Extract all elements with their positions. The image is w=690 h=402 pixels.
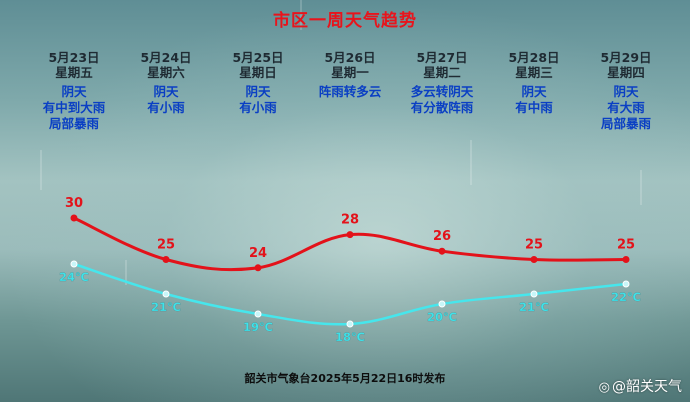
high-temp-label: 25 bbox=[525, 238, 543, 253]
rain-streak bbox=[125, 260, 127, 285]
day-weather: 阴天 有小雨 bbox=[120, 84, 212, 116]
day-weekday: 星期日 bbox=[239, 65, 277, 80]
day-date: 5月23日 bbox=[48, 50, 100, 65]
low-temp-label: 21℃ bbox=[519, 300, 549, 314]
day-column: 5月26日 星期一阵雨转多云 bbox=[304, 50, 396, 100]
high-temp-point bbox=[530, 256, 538, 263]
day-date: 5月24日 bbox=[140, 50, 192, 65]
day-weather: 阴天 有大雨 局部暴雨 bbox=[580, 84, 672, 132]
weather-line: 阴天 bbox=[245, 84, 271, 99]
weather-line: 阴天 bbox=[521, 84, 547, 99]
low-temp-label: 18℃ bbox=[335, 330, 365, 344]
issuer-footer: 韶关市气象台2025年5月22日16时发布 bbox=[244, 372, 446, 385]
day-date: 5月28日 bbox=[508, 50, 560, 65]
high-temp-point bbox=[438, 247, 446, 255]
low-temp-label: 19℃ bbox=[243, 320, 273, 334]
day-weather: 阵雨转多云 bbox=[304, 84, 396, 100]
weibo-icon: ◎ bbox=[598, 380, 610, 395]
weather-line: 阴天 bbox=[61, 84, 87, 99]
low-temp-label: 24℃ bbox=[59, 270, 89, 284]
high-temp-point bbox=[70, 214, 78, 222]
weather-line: 有小雨 bbox=[147, 100, 185, 115]
day-column: 5月27日 星期二多云转阴天 有分散阵雨 bbox=[396, 50, 488, 116]
weather-line: 局部暴雨 bbox=[600, 116, 651, 131]
high-temp-label: 25 bbox=[157, 238, 175, 253]
day-weather: 阴天 有中到大雨 局部暴雨 bbox=[28, 84, 120, 132]
day-date: 5月26日 bbox=[324, 50, 376, 65]
weather-line: 局部暴雨 bbox=[48, 116, 99, 131]
low-temp-point bbox=[346, 320, 354, 328]
low-temp-point bbox=[622, 280, 630, 288]
high-temp-point bbox=[622, 256, 630, 263]
weather-line: 阵雨转多云 bbox=[318, 84, 382, 99]
weather-line: 多云转阴天 bbox=[410, 84, 474, 99]
low-temp-label: 22℃ bbox=[611, 290, 641, 304]
high-temp-label: 26 bbox=[433, 229, 451, 244]
rain-streak bbox=[640, 170, 642, 205]
weibo-watermark: ◎ @韶关天气 bbox=[599, 376, 682, 396]
day-weekday: 星期三 bbox=[515, 65, 553, 80]
day-date: 5月25日 bbox=[232, 50, 284, 65]
day-column: 5月29日 星期四阴天 有大雨 局部暴雨 bbox=[580, 50, 672, 132]
rain-streak bbox=[40, 150, 42, 190]
low-temp-point bbox=[162, 290, 170, 298]
weibo-account: @韶关天气 bbox=[612, 379, 682, 395]
low-temp-label: 21℃ bbox=[151, 300, 181, 314]
weather-line: 阴天 bbox=[153, 84, 179, 99]
weather-line: 有大雨 bbox=[607, 100, 645, 115]
weather-line: 阴天 bbox=[613, 84, 639, 99]
day-column: 5月24日 星期六阴天 有小雨 bbox=[120, 50, 212, 116]
weather-line: 有小雨 bbox=[239, 100, 277, 115]
high-temp-label: 24 bbox=[249, 246, 267, 261]
day-weather: 阴天 有中雨 bbox=[488, 84, 580, 116]
high-temp-label: 25 bbox=[617, 238, 635, 253]
weather-line: 有分散阵雨 bbox=[410, 100, 474, 115]
day-date: 5月27日 bbox=[416, 50, 468, 65]
low-temp-point bbox=[438, 300, 446, 308]
low-temp-point bbox=[530, 290, 538, 298]
page-title: 市区一周天气趋势 bbox=[273, 11, 417, 31]
day-column: 5月28日 星期三阴天 有中雨 bbox=[488, 50, 580, 116]
weather-line: 有中雨 bbox=[515, 100, 553, 115]
high-temp-label: 28 bbox=[341, 213, 359, 228]
rain-streak bbox=[300, 0, 302, 30]
high-temp-label: 30 bbox=[65, 196, 83, 211]
low-temp-line bbox=[73, 262, 627, 326]
low-temp-point bbox=[254, 310, 262, 318]
high-temp-point bbox=[254, 264, 262, 272]
day-weekday: 星期一 bbox=[331, 65, 369, 80]
day-weekday: 星期六 bbox=[147, 65, 185, 80]
day-weekday: 星期四 bbox=[607, 65, 645, 80]
day-weekday: 星期五 bbox=[55, 65, 93, 80]
day-weather: 阴天 有小雨 bbox=[212, 84, 304, 116]
low-temp-label: 20℃ bbox=[427, 310, 457, 324]
day-weekday: 星期二 bbox=[423, 65, 461, 80]
low-temp-point bbox=[70, 260, 78, 268]
day-date: 5月29日 bbox=[600, 50, 652, 65]
day-column: 5月23日 星期五阴天 有中到大雨 局部暴雨 bbox=[28, 50, 120, 132]
rain-streak bbox=[470, 140, 472, 185]
day-weather: 多云转阴天 有分散阵雨 bbox=[396, 84, 488, 116]
day-column: 5月25日 星期日阴天 有小雨 bbox=[212, 50, 304, 116]
high-temp-point bbox=[162, 256, 170, 263]
weather-line: 有中到大雨 bbox=[42, 100, 106, 115]
high-temp-point bbox=[346, 231, 354, 239]
